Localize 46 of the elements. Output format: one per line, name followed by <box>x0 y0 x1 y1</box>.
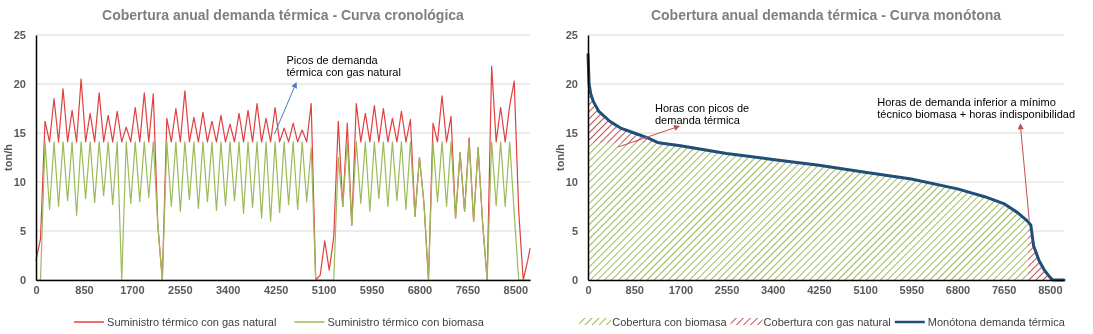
x-tick-label: 7650 <box>455 283 481 296</box>
x-tick-label: 5950 <box>359 283 385 296</box>
y-tick-label: 5 <box>571 225 578 238</box>
chart-title: Cobertura anual demanda térmica - Curva cronológica <box>102 7 465 23</box>
x-tick-label: 850 <box>75 283 94 296</box>
x-tick-label: 1700 <box>668 283 694 296</box>
legend-label: Suministro térmico con biomasa <box>327 316 485 328</box>
x-tick-label: 8500 <box>503 283 529 296</box>
annotation: Horas de demanda inferior a mínimo técnico biomasa + horas indisponibilidad <box>877 96 1076 121</box>
x-tick-label: 4250 <box>263 283 289 296</box>
legend-label: Cobertura con biomasa <box>612 316 728 328</box>
x-tick-label: 1700 <box>120 283 145 296</box>
y-tick-label: 10 <box>13 176 26 189</box>
y-tick-label: 15 <box>565 127 578 140</box>
x-tick-label: 6800 <box>945 283 971 296</box>
x-tick-label: 4250 <box>807 283 832 296</box>
x-tick-label: 0 <box>585 283 592 296</box>
y-axis-title: ton/h <box>554 143 566 171</box>
legend-label: Cobertura con gas natural <box>763 316 891 328</box>
y-tick-label: 20 <box>565 78 578 91</box>
y-tick-label: 15 <box>13 127 26 140</box>
chart-title: Cobertura anual demanda térmica - Curva monótona <box>650 7 1002 23</box>
x-tick-label: 3400 <box>761 283 786 296</box>
x-tick-label: 2550 <box>168 283 193 296</box>
annotation: Picos de demanda térmica con gas natural <box>286 53 401 78</box>
y-tick-label: 25 <box>13 29 26 42</box>
x-tick-label: 6800 <box>407 283 433 296</box>
y-tick-label: 25 <box>565 29 578 42</box>
annotation: Horas con picos de demanda térmica <box>655 102 750 126</box>
y-tick-label: 0 <box>571 274 578 287</box>
legend-label: Monótona demanda térmica <box>927 316 1066 328</box>
y-axis-title: ton/h <box>2 143 14 171</box>
y-tick-label: 5 <box>19 225 26 238</box>
x-tick-label: 0 <box>33 283 40 296</box>
x-tick-label: 2550 <box>714 283 740 296</box>
x-tick-label: 3400 <box>215 283 241 296</box>
x-tick-label: 8500 <box>1038 283 1063 296</box>
x-tick-label: 5950 <box>899 283 925 296</box>
x-tick-label: 7650 <box>991 283 1017 296</box>
y-tick-label: 20 <box>13 78 26 91</box>
y-tick-label: 10 <box>565 176 578 189</box>
x-tick-label: 5100 <box>311 283 337 296</box>
y-tick-label: 0 <box>19 274 26 287</box>
x-tick-label: 850 <box>625 283 644 296</box>
legend-label: Suministro térmico con gas natural <box>107 316 277 328</box>
x-tick-label: 5100 <box>853 283 878 296</box>
